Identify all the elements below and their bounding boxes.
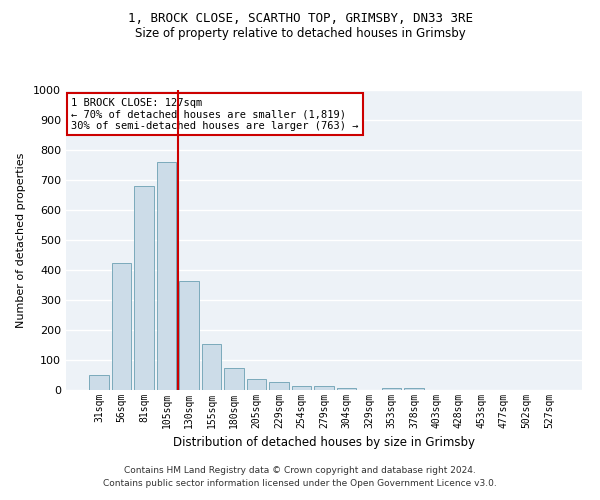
Text: Size of property relative to detached houses in Grimsby: Size of property relative to detached ho… bbox=[134, 28, 466, 40]
Bar bbox=[382, 388, 401, 390]
Text: Contains HM Land Registry data © Crown copyright and database right 2024.
Contai: Contains HM Land Registry data © Crown c… bbox=[103, 466, 497, 487]
Text: 1, BROCK CLOSE, SCARTHO TOP, GRIMSBY, DN33 3RE: 1, BROCK CLOSE, SCARTHO TOP, GRIMSBY, DN… bbox=[128, 12, 473, 26]
Bar bbox=[224, 368, 244, 390]
X-axis label: Distribution of detached houses by size in Grimsby: Distribution of detached houses by size … bbox=[173, 436, 475, 450]
Bar bbox=[314, 386, 334, 390]
Bar bbox=[247, 378, 266, 390]
Bar bbox=[157, 162, 176, 390]
Bar bbox=[337, 388, 356, 390]
Bar bbox=[179, 280, 199, 390]
Y-axis label: Number of detached properties: Number of detached properties bbox=[16, 152, 26, 328]
Bar bbox=[112, 264, 131, 390]
Bar bbox=[202, 344, 221, 390]
Bar bbox=[134, 186, 154, 390]
Bar bbox=[292, 386, 311, 390]
Text: 1 BROCK CLOSE: 127sqm
← 70% of detached houses are smaller (1,819)
30% of semi-d: 1 BROCK CLOSE: 127sqm ← 70% of detached … bbox=[71, 98, 359, 130]
Bar bbox=[89, 375, 109, 390]
Bar bbox=[404, 388, 424, 390]
Bar bbox=[269, 382, 289, 390]
